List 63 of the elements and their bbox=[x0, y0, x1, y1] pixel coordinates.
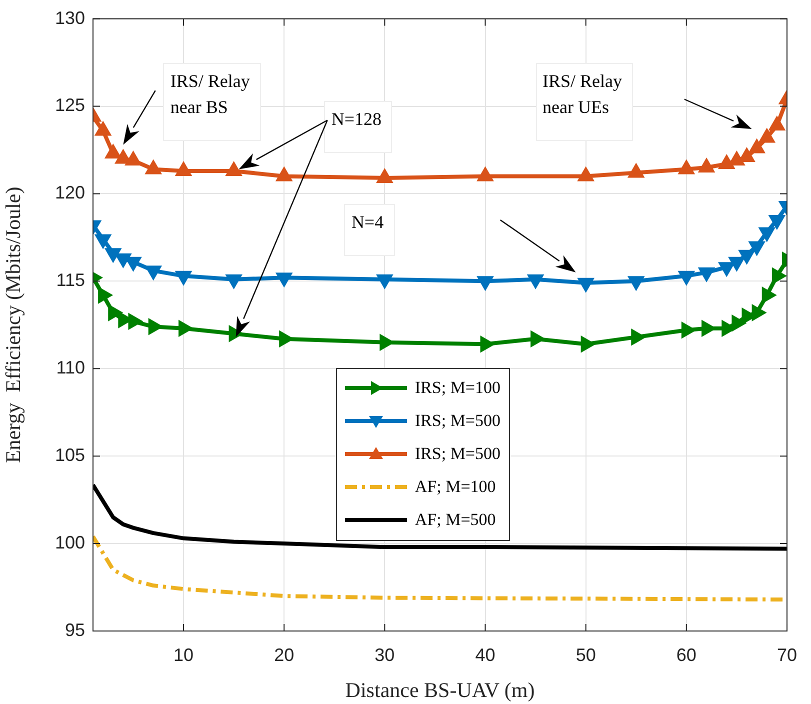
x-tick-label: 50 bbox=[576, 644, 596, 665]
x-axis-title: Distance BS-UAV (m) bbox=[345, 678, 535, 702]
x-tick-label: 30 bbox=[374, 644, 395, 665]
legend-label: AF; M=500 bbox=[414, 510, 496, 530]
point bbox=[116, 150, 130, 164]
x-tick-label: 10 bbox=[174, 644, 194, 665]
point bbox=[762, 288, 775, 302]
point bbox=[98, 288, 112, 302]
y-tick-label: 95 bbox=[64, 620, 85, 640]
point bbox=[108, 305, 122, 320]
x-tick-label: 20 bbox=[274, 644, 294, 665]
y-tick-label: 115 bbox=[56, 270, 85, 290]
point bbox=[699, 159, 714, 172]
legend-label: IRS; M=500 bbox=[414, 444, 501, 464]
point bbox=[740, 148, 754, 162]
point bbox=[148, 319, 162, 334]
point bbox=[530, 332, 544, 346]
point bbox=[279, 332, 292, 346]
point bbox=[760, 130, 774, 143]
point bbox=[732, 316, 745, 330]
y-axis-title: Energy Efficiency (Mbits/Joule) bbox=[1, 186, 26, 464]
legend-label: IRS; M=500 bbox=[414, 411, 501, 432]
x-tick-label: 40 bbox=[475, 644, 496, 665]
point bbox=[478, 168, 492, 182]
y-tick-label: 120 bbox=[54, 182, 85, 203]
point bbox=[226, 162, 242, 176]
point bbox=[276, 168, 292, 182]
point bbox=[730, 152, 744, 166]
annotation: N=4 bbox=[344, 204, 395, 256]
y-tick-label: 100 bbox=[54, 532, 85, 553]
x-tick-label: 60 bbox=[676, 644, 696, 665]
annotation: IRS/ Relay near BS bbox=[163, 62, 261, 141]
legend-label: IRS; M=100 bbox=[414, 378, 501, 398]
point bbox=[752, 305, 765, 320]
y-tick-label: 110 bbox=[56, 358, 85, 378]
annotation: IRS/ Relay near UEs bbox=[536, 62, 634, 141]
point bbox=[679, 161, 694, 174]
point bbox=[578, 168, 594, 182]
point bbox=[106, 145, 120, 158]
point bbox=[96, 122, 110, 136]
point bbox=[377, 170, 392, 183]
point bbox=[628, 164, 644, 178]
point bbox=[380, 335, 393, 350]
y-tick-label: 130 bbox=[54, 8, 85, 28]
point bbox=[480, 336, 494, 352]
point bbox=[770, 118, 784, 130]
point bbox=[681, 322, 694, 338]
point bbox=[750, 140, 764, 154]
point bbox=[631, 330, 644, 344]
point bbox=[772, 268, 785, 284]
point bbox=[719, 156, 734, 169]
y-tick-label: 105 bbox=[54, 445, 85, 466]
point bbox=[126, 152, 140, 166]
x-tick-label: 70 bbox=[776, 644, 798, 665]
y-tick-label: 125 bbox=[54, 95, 85, 116]
point bbox=[178, 321, 192, 336]
point bbox=[702, 321, 715, 336]
point bbox=[146, 161, 161, 174]
point bbox=[580, 336, 594, 352]
point bbox=[128, 314, 142, 329]
point bbox=[176, 162, 191, 176]
legend-label: AF; M=100 bbox=[414, 477, 496, 498]
annotation: N=128 bbox=[324, 101, 392, 153]
